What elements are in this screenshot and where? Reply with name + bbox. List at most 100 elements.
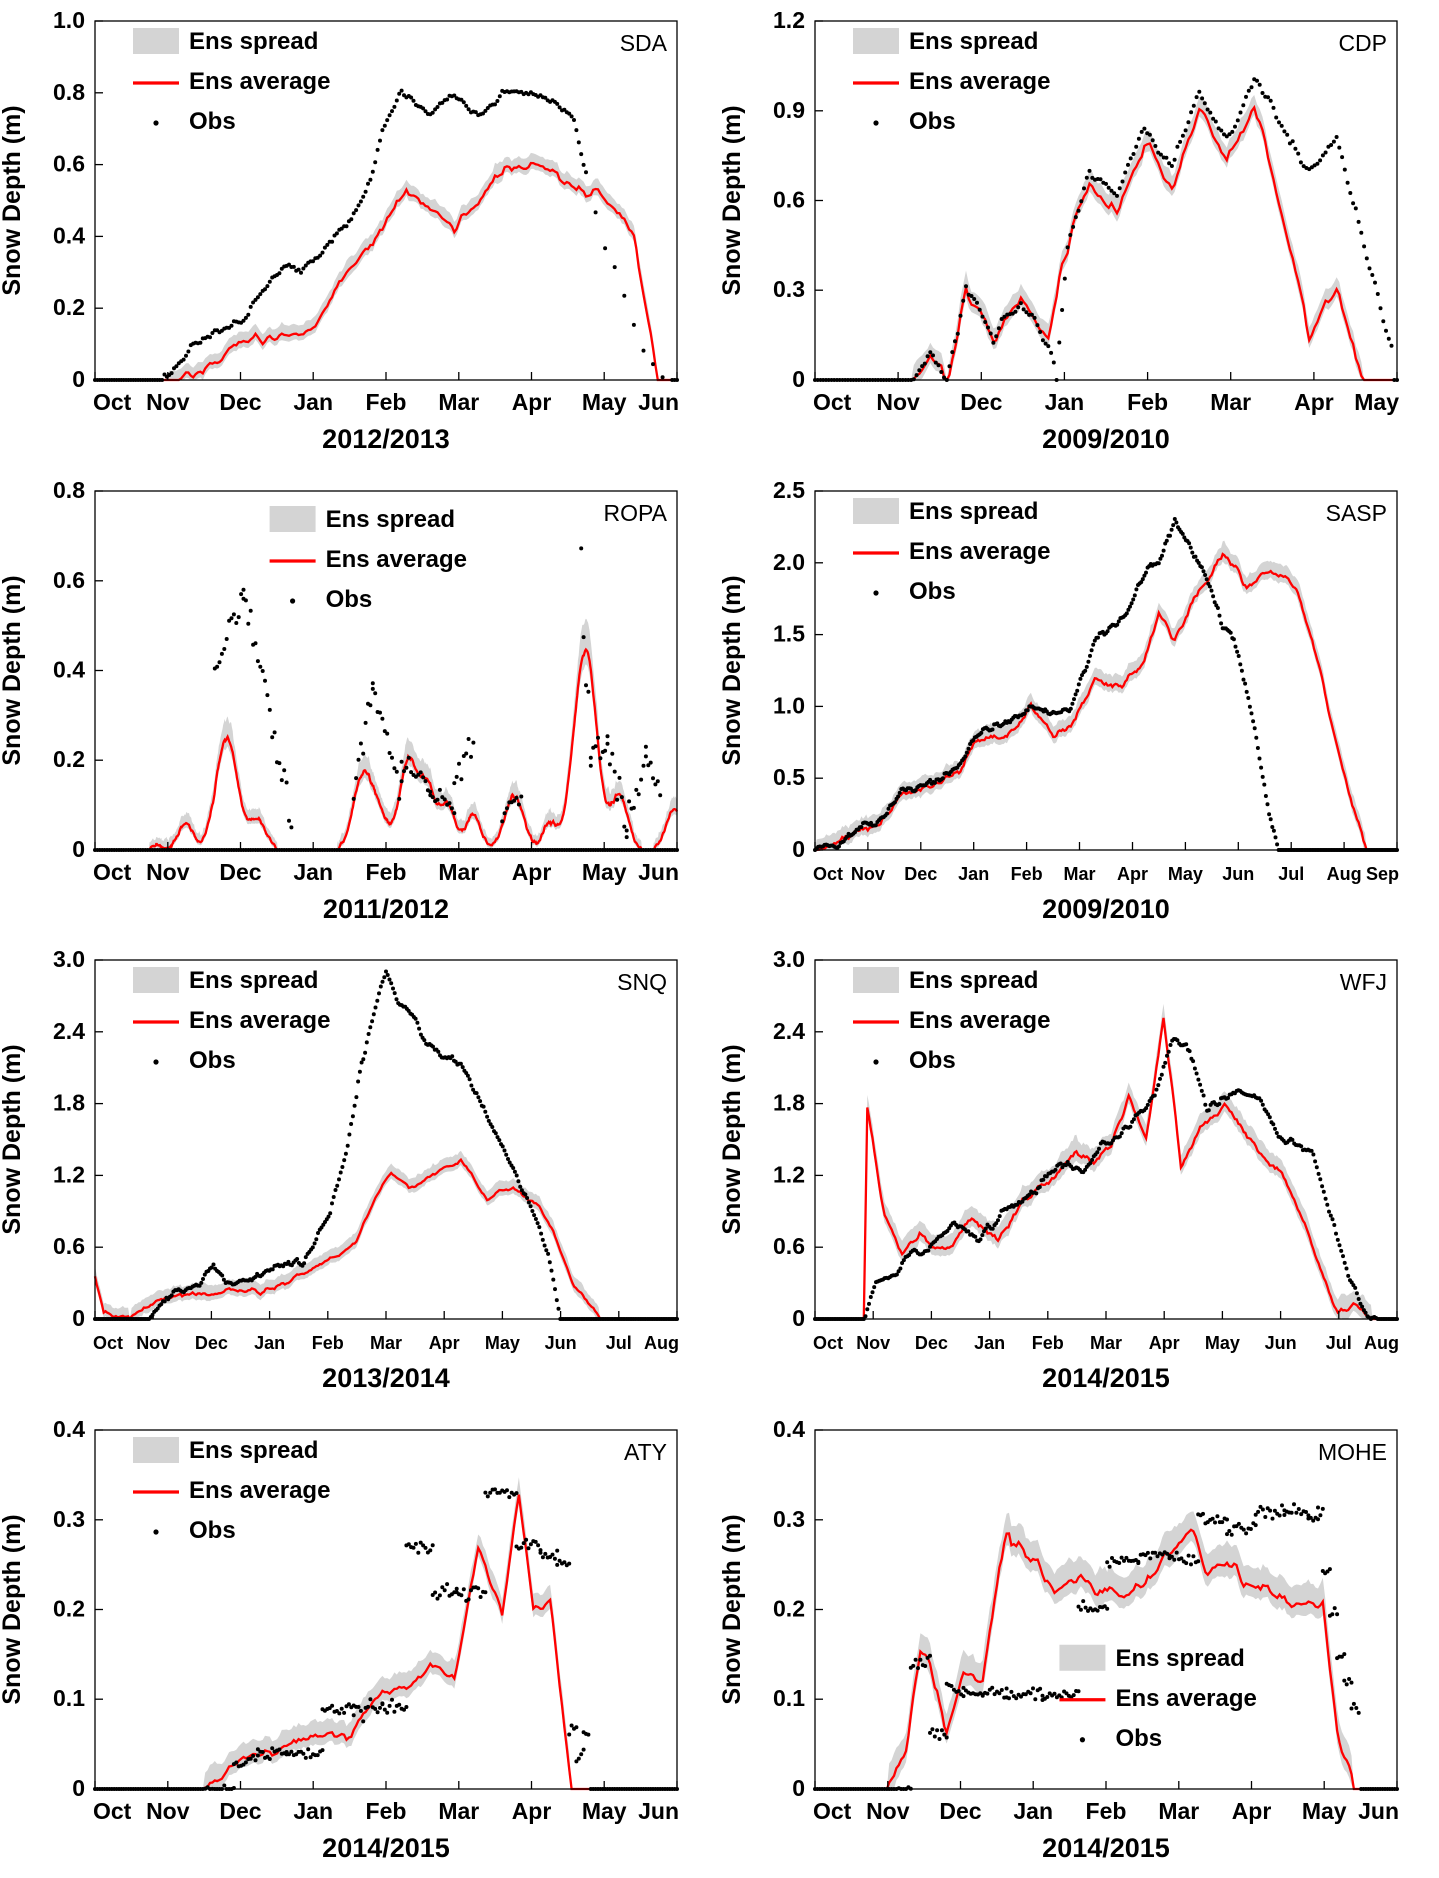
svg-text:Jan: Jan — [958, 864, 989, 884]
svg-text:Jan: Jan — [293, 389, 333, 415]
svg-text:1.8: 1.8 — [53, 1090, 85, 1116]
svg-text:Obs: Obs — [909, 108, 956, 135]
svg-text:Mar: Mar — [438, 389, 479, 415]
svg-text:Snow Depth (m): Snow Depth (m) — [0, 575, 26, 765]
svg-text:May: May — [485, 1333, 520, 1353]
svg-text:0: 0 — [792, 366, 805, 392]
svg-text:0.2: 0.2 — [53, 746, 85, 772]
svg-text:Oct: Oct — [93, 389, 132, 415]
svg-text:Ens spread: Ens spread — [189, 1437, 318, 1464]
svg-text:0: 0 — [72, 1305, 85, 1331]
svg-text:Oct: Oct — [93, 1798, 132, 1824]
svg-text:0.6: 0.6 — [53, 1233, 85, 1259]
svg-text:Nov: Nov — [856, 1333, 890, 1353]
svg-text:Jul: Jul — [1325, 1333, 1351, 1353]
svg-text:Ens average: Ens average — [1115, 1684, 1256, 1711]
svg-text:3.0: 3.0 — [773, 946, 805, 972]
svg-text:0: 0 — [72, 366, 85, 392]
svg-text:2014/2015: 2014/2015 — [322, 1833, 450, 1863]
svg-text:Ens spread: Ens spread — [189, 28, 318, 55]
svg-text:Obs: Obs — [189, 108, 236, 135]
svg-text:1.5: 1.5 — [773, 620, 805, 646]
svg-text:Ens average: Ens average — [909, 1007, 1050, 1034]
svg-text:Feb: Feb — [1085, 1798, 1126, 1824]
svg-text:Dec: Dec — [960, 389, 1002, 415]
svg-text:2014/2015: 2014/2015 — [1042, 1363, 1170, 1393]
svg-text:Apr: Apr — [512, 389, 552, 415]
svg-text:Apr: Apr — [429, 1333, 460, 1353]
svg-text:Ens average: Ens average — [909, 68, 1050, 95]
svg-text:Nov: Nov — [136, 1333, 170, 1353]
svg-text:Ens average: Ens average — [189, 1477, 330, 1504]
svg-text:Snow Depth (m): Snow Depth (m) — [0, 1514, 26, 1704]
svg-text:0.8: 0.8 — [53, 477, 85, 503]
svg-text:Aug: Aug — [1326, 864, 1361, 884]
svg-text:May: May — [1301, 1798, 1346, 1824]
svg-text:Dec: Dec — [195, 1333, 228, 1353]
svg-text:Ens average: Ens average — [909, 538, 1050, 565]
svg-text:Feb: Feb — [312, 1333, 344, 1353]
svg-text:Obs: Obs — [1115, 1724, 1162, 1751]
svg-text:0.1: 0.1 — [53, 1685, 85, 1711]
svg-text:May: May — [1204, 1333, 1239, 1353]
svg-text:Oct: Oct — [93, 859, 132, 885]
svg-text:Jun: Jun — [1264, 1333, 1296, 1353]
svg-text:0.6: 0.6 — [53, 151, 85, 177]
svg-text:Dec: Dec — [219, 389, 261, 415]
svg-text:Nov: Nov — [876, 389, 920, 415]
svg-text:Obs: Obs — [189, 1047, 236, 1074]
svg-text:0.2: 0.2 — [773, 1595, 805, 1621]
svg-text:0: 0 — [792, 836, 805, 862]
svg-text:Apr: Apr — [1148, 1333, 1179, 1353]
svg-text:0.3: 0.3 — [773, 1505, 805, 1531]
svg-text:Nov: Nov — [850, 864, 884, 884]
svg-text:2.4: 2.4 — [53, 1018, 85, 1044]
svg-text:Apr: Apr — [512, 1798, 552, 1824]
svg-text:Dec: Dec — [219, 1798, 261, 1824]
svg-text:Nov: Nov — [146, 389, 190, 415]
svg-text:Obs: Obs — [909, 1047, 956, 1074]
svg-text:Obs: Obs — [326, 586, 373, 613]
svg-text:Dec: Dec — [914, 1333, 947, 1353]
svg-text:2.5: 2.5 — [773, 477, 805, 503]
svg-text:Jun: Jun — [1222, 864, 1254, 884]
svg-text:2.4: 2.4 — [773, 1018, 805, 1044]
svg-text:Mar: Mar — [1089, 1333, 1121, 1353]
svg-text:Ens spread: Ens spread — [1115, 1644, 1244, 1671]
svg-text:0: 0 — [792, 1305, 805, 1331]
svg-text:Feb: Feb — [1127, 389, 1168, 415]
svg-text:Feb: Feb — [366, 389, 407, 415]
svg-text:Jun: Jun — [545, 1333, 577, 1353]
svg-text:Jun: Jun — [638, 1798, 679, 1824]
svg-text:Oct: Oct — [813, 389, 852, 415]
svg-text:ROPA: ROPA — [604, 500, 668, 526]
svg-text:1.0: 1.0 — [773, 692, 805, 718]
svg-text:0.6: 0.6 — [53, 566, 85, 592]
svg-text:SDA: SDA — [620, 30, 668, 56]
svg-text:Aug: Aug — [644, 1333, 679, 1353]
svg-text:WFJ: WFJ — [1339, 969, 1386, 995]
svg-text:Jul: Jul — [1278, 864, 1304, 884]
svg-text:3.0: 3.0 — [53, 946, 85, 972]
svg-text:Mar: Mar — [1063, 864, 1095, 884]
svg-text:Feb: Feb — [366, 1798, 407, 1824]
svg-text:Ens spread: Ens spread — [326, 506, 455, 533]
svg-text:Nov: Nov — [866, 1798, 910, 1824]
svg-text:Ens average: Ens average — [189, 1007, 330, 1034]
svg-text:Apr: Apr — [512, 859, 552, 885]
svg-text:Oct: Oct — [813, 1798, 852, 1824]
svg-text:Mar: Mar — [438, 1798, 479, 1824]
svg-text:0.4: 0.4 — [53, 222, 85, 248]
svg-text:Obs: Obs — [909, 578, 956, 605]
svg-text:Snow Depth (m): Snow Depth (m) — [720, 1044, 746, 1234]
svg-text:Dec: Dec — [219, 859, 261, 885]
svg-text:1.0: 1.0 — [53, 7, 85, 33]
svg-text:1.2: 1.2 — [53, 1161, 85, 1187]
svg-text:2014/2015: 2014/2015 — [1042, 1833, 1170, 1863]
svg-text:Jan: Jan — [974, 1333, 1005, 1353]
svg-text:Jul: Jul — [606, 1333, 632, 1353]
svg-text:1.2: 1.2 — [773, 1161, 805, 1187]
svg-text:ATY: ATY — [624, 1439, 667, 1465]
svg-text:Snow Depth (m): Snow Depth (m) — [0, 105, 26, 295]
svg-text:Ens spread: Ens spread — [909, 498, 1038, 525]
